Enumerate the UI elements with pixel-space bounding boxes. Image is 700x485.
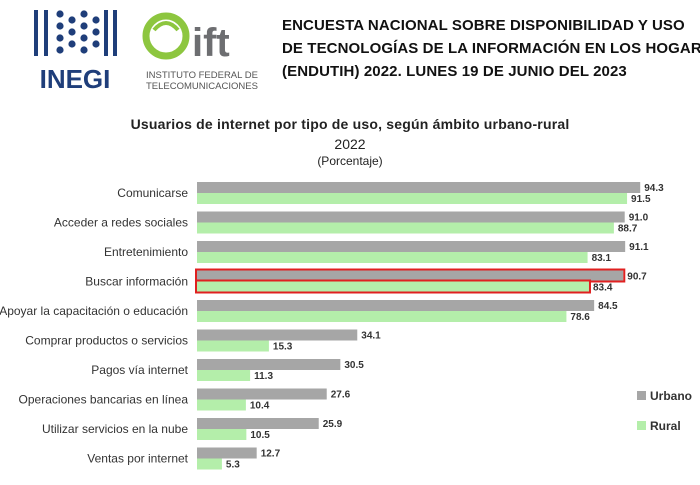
header-title-line1: ENCUESTA NACIONAL SOBRE DISPONIBILIDAD Y…: [282, 17, 685, 34]
highlight-box: [195, 279, 591, 294]
data-label-urbano: 91.0: [629, 213, 649, 224]
legend-label-rural: Rural: [650, 419, 681, 433]
bar-chart: Comunicarse 94.391.5 Acceder a redes socia…: [0, 182, 692, 471]
bar-urbano: [197, 300, 595, 311]
bar-rural: [197, 399, 246, 411]
data-label-rural: 11.3: [254, 371, 273, 382]
inegi-logo: INEGI: [34, 10, 117, 94]
data-label-urbano: 25.9: [323, 419, 343, 430]
bar-rural: [197, 252, 588, 263]
header-title: ENCUESTA NACIONAL SOBRE DISPONIBILIDAD Y…: [282, 14, 700, 83]
header: INEGI ift INSTITUTO FEDERAL DE TELECOMUN…: [0, 0, 700, 100]
data-label-rural: 78.6: [570, 312, 590, 323]
chart-note: (Porcentaje): [317, 154, 383, 168]
inegi-logo-text: INEGI: [40, 64, 111, 94]
ift-subtitle-line1: INSTITUTO FEDERAL DE: [146, 70, 258, 81]
bar-urbano: [197, 270, 624, 282]
bar-rural: [197, 281, 589, 293]
bar-urbano: [197, 388, 327, 400]
data-label-urbano: 91.1: [629, 242, 649, 253]
ift-subtitle-line2: TELECOMUNICACIONES: [146, 81, 258, 92]
category-label: Comunicarse: [117, 186, 188, 200]
bar-urbano: [197, 211, 625, 223]
bar-urbano: [197, 359, 341, 370]
data-label-rural: 10.4: [250, 401, 270, 412]
ift-logo: ift INSTITUTO FEDERAL DE TELECOMUNICACIO…: [142, 12, 258, 92]
category-label: Operaciones bancarias en línea: [19, 393, 189, 407]
data-label-urbano: 34.1: [361, 331, 381, 342]
bar-rural: [197, 222, 614, 234]
bar-urbano: [197, 329, 358, 341]
data-label-urbano: 12.7: [261, 449, 281, 460]
legend-label-urbano: Urbano: [650, 389, 692, 403]
data-label-urbano: 27.6: [331, 390, 351, 401]
category-label: Utilizar servicios en la nube: [42, 422, 188, 436]
legend-swatch-rural: [637, 421, 646, 430]
data-label-urbano: 84.5: [598, 301, 618, 312]
category-label: Entretenimiento: [104, 245, 188, 259]
bar-urbano: [197, 182, 641, 193]
legend-swatch-urbano: [637, 391, 646, 400]
data-label-rural: 91.5: [631, 194, 651, 205]
data-label-rural: 83.1: [592, 253, 612, 264]
category-label: Acceder a redes sociales: [54, 216, 188, 230]
header-title-line3: (ENDUTIH) 2022. LUNES 19 DE JUNIO DEL 20…: [282, 63, 627, 80]
bar-rural: [197, 193, 628, 204]
category-label: Pagos vía internet: [91, 363, 188, 377]
bar-rural: [197, 429, 247, 440]
bar-urbano: [197, 447, 257, 459]
chart-title: Usuarios de internet por tipo de uso, se…: [130, 116, 570, 132]
bar-rural: [197, 340, 269, 352]
bar-rural: [197, 370, 251, 381]
data-label-rural: 83.4: [593, 283, 613, 294]
data-label-urbano: 30.5: [344, 360, 364, 371]
bar-rural: [197, 458, 222, 470]
bar-urbano: [197, 418, 319, 429]
category-label: Apoyar la capacitación o educación: [0, 304, 188, 318]
data-label-rural: 5.3: [226, 460, 240, 471]
data-label-urbano: 90.7: [627, 272, 647, 283]
category-label: Buscar información: [85, 275, 188, 289]
category-label: Comprar productos o servicios: [25, 334, 188, 348]
category-label: Ventas por internet: [87, 452, 188, 466]
data-label-rural: 15.3: [273, 342, 293, 353]
bar-urbano: [197, 241, 626, 252]
data-label-rural: 10.5: [250, 430, 270, 441]
header-title-line2: DE TECNOLOGÍAS DE LA INFORMACIÓN EN LOS …: [282, 40, 700, 57]
chart-subtitle: 2022: [334, 136, 366, 152]
data-label-urbano: 94.3: [644, 183, 664, 194]
bar-rural: [197, 311, 567, 322]
ift-logo-text: ift: [192, 21, 230, 65]
data-label-rural: 88.7: [618, 224, 638, 235]
